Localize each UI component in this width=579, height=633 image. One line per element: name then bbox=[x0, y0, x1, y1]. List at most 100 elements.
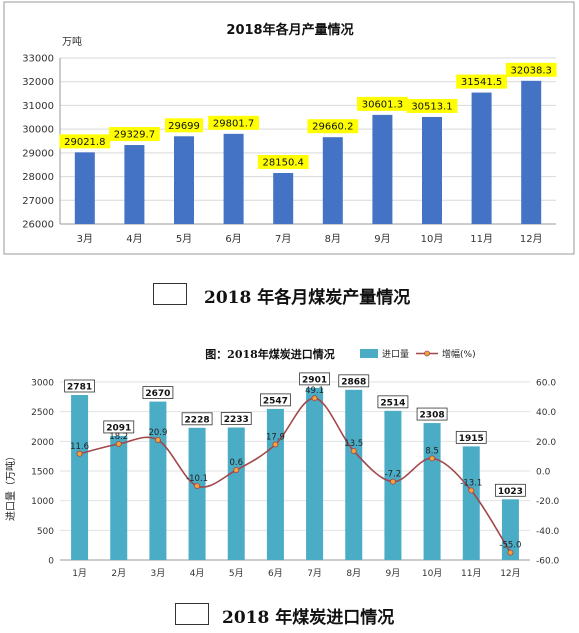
data-label: 2308 bbox=[420, 411, 445, 421]
y-tick-label: 27000 bbox=[22, 196, 54, 207]
x-tick-label: 12月 bbox=[520, 233, 543, 245]
x-tick-label: 8月 bbox=[346, 568, 361, 579]
bar bbox=[345, 389, 363, 560]
y-tick-label: 32000 bbox=[22, 77, 54, 88]
x-tick-label: 8月 bbox=[325, 233, 341, 245]
x-tick-label: 6月 bbox=[225, 233, 241, 245]
data-label: 29801.7 bbox=[213, 118, 254, 129]
bar bbox=[223, 133, 244, 224]
data-label: 31541.5 bbox=[461, 77, 502, 88]
bar bbox=[149, 401, 167, 560]
growth-label: 13.5 bbox=[344, 439, 363, 449]
y-tick-label: 29000 bbox=[22, 148, 54, 159]
y2-axis-ticks: -60.0 -40.0 -20.0 0.0 20.0 40.0 60.0 bbox=[536, 379, 560, 567]
data-label: 2901 bbox=[302, 375, 327, 385]
production-chart: 2018年各月产量情况 万吨 26000 27000 28000 29000 30000… bbox=[3, 1, 575, 255]
y-tick-label: 500 bbox=[37, 527, 54, 537]
y-tick-label: 33000 bbox=[22, 54, 54, 65]
growth-label: -13.1 bbox=[460, 478, 482, 488]
y2-tick-label: 0.0 bbox=[536, 468, 551, 478]
growth-label: 49.1 bbox=[305, 386, 324, 396]
data-label-box bbox=[103, 420, 135, 434]
data-label: 28150.4 bbox=[263, 158, 304, 169]
y-tick-label: 0 bbox=[48, 557, 54, 567]
bar bbox=[110, 435, 128, 560]
bar bbox=[188, 427, 206, 560]
growth-point bbox=[389, 478, 396, 485]
legend-marker-growth bbox=[424, 350, 430, 357]
x-axis-ticks: 1月 2月 3月 4月 5月 6月 7月 8月 9月 10月 11月 12月 bbox=[72, 568, 520, 579]
bar bbox=[124, 145, 145, 224]
data-label: 1915 bbox=[459, 434, 484, 444]
x-axis-ticks: 3月 4月 5月 6月 7月 8月 9月 10月 11月 12月 bbox=[77, 233, 543, 245]
x-tick-label: 11月 bbox=[461, 568, 481, 579]
growth-line-series bbox=[76, 395, 514, 556]
x-tick-label: 7月 bbox=[275, 233, 291, 245]
growth-line bbox=[79, 397, 512, 554]
data-label: 30513.1 bbox=[411, 101, 452, 112]
growth-point bbox=[272, 441, 279, 448]
x-tick-label: 9月 bbox=[386, 568, 401, 579]
chart-title: 2018年各月产量情况 bbox=[226, 22, 353, 38]
data-label-box bbox=[257, 155, 309, 170]
bar bbox=[471, 92, 492, 225]
bar bbox=[227, 427, 245, 560]
bar bbox=[521, 80, 542, 224]
bar bbox=[266, 408, 284, 560]
data-label-box bbox=[505, 62, 557, 77]
x-tick-label: 6月 bbox=[268, 568, 283, 579]
data-label-box bbox=[220, 412, 252, 425]
data-label: 29699 bbox=[168, 121, 200, 132]
y-tick-label: 31000 bbox=[22, 101, 54, 112]
data-label: 29660.2 bbox=[312, 122, 353, 133]
data-label: 2781 bbox=[67, 382, 92, 392]
gridlines bbox=[60, 381, 530, 561]
data-label-box bbox=[495, 483, 526, 497]
data-label: 30601.3 bbox=[362, 99, 403, 110]
growth-point bbox=[350, 447, 357, 454]
growth-label: -10.1 bbox=[186, 474, 208, 484]
data-label: 32038.3 bbox=[511, 65, 552, 76]
data-label: 2233 bbox=[224, 415, 249, 425]
legend-label-growth: 增幅(%) bbox=[442, 348, 476, 360]
data-labels: 2781 2091 2670 2228 2233 2547 2901 2868 2514 2308… bbox=[64, 372, 526, 551]
y-axis-ticks: 0 500 1000 1500 2000 2500 3000 bbox=[31, 379, 54, 567]
data-label: 2670 bbox=[145, 389, 170, 399]
data-label-box bbox=[59, 134, 111, 149]
bar bbox=[422, 116, 442, 224]
growth-point bbox=[429, 455, 436, 462]
data-label-box bbox=[208, 115, 259, 130]
x-tick-label: 10月 bbox=[422, 568, 442, 579]
growth-label: -55.0 bbox=[499, 541, 521, 551]
y2-tick-label: 20.0 bbox=[536, 438, 556, 448]
x-tick-label: 12月 bbox=[500, 568, 520, 579]
bar bbox=[174, 136, 194, 224]
bar bbox=[71, 394, 89, 560]
y-tick-label: 28000 bbox=[22, 172, 54, 183]
bar-series bbox=[74, 80, 542, 225]
data-labels: 29021.8 29329.7 29699 29801.7 28150.4 29660.2… bbox=[59, 62, 557, 170]
data-label: 2091 bbox=[106, 423, 131, 433]
data-label-box bbox=[299, 372, 330, 386]
y-axis-unit: 万吨 bbox=[62, 35, 82, 48]
data-label: 2547 bbox=[263, 396, 288, 406]
data-label: 2868 bbox=[341, 377, 366, 387]
data-label-box bbox=[142, 386, 174, 399]
x-tick-label: 7月 bbox=[307, 568, 322, 579]
data-label: 29021.8 bbox=[64, 137, 105, 148]
figure-caption: 2018 年各月煤炭产量情况 bbox=[204, 288, 411, 308]
bar bbox=[306, 387, 324, 560]
y-tick-label: 1000 bbox=[31, 497, 54, 507]
figure-caption: 2018 年煤炭进口情况 bbox=[222, 608, 395, 628]
growth-point bbox=[115, 441, 122, 448]
growth-label: 8.5 bbox=[425, 446, 439, 456]
growth-point bbox=[311, 395, 318, 402]
growth-label: 0.6 bbox=[229, 458, 243, 468]
y-tick-label: 2500 bbox=[31, 408, 54, 418]
growth-label: 11.6 bbox=[70, 442, 89, 452]
y-tick-label: 2000 bbox=[31, 438, 54, 448]
bar bbox=[372, 114, 393, 224]
bar bbox=[322, 137, 343, 224]
growth-label: 18.2 bbox=[109, 432, 128, 442]
data-label-box bbox=[377, 395, 409, 409]
